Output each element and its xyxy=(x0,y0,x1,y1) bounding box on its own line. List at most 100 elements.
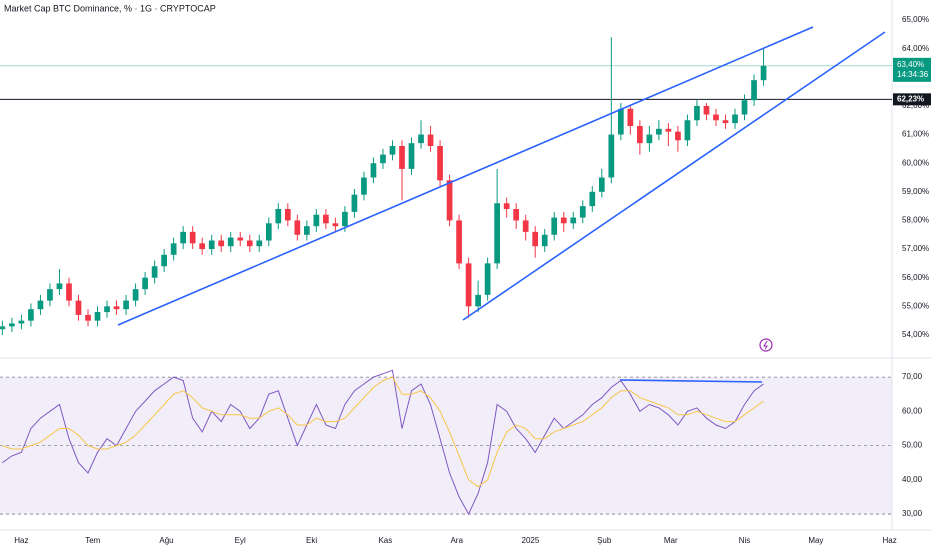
candle-body xyxy=(684,120,691,141)
candle-body xyxy=(627,108,634,126)
candle-body xyxy=(113,306,120,310)
reference-label: 62,23% xyxy=(897,94,924,103)
candle-body xyxy=(142,277,148,290)
x-tick-label: May xyxy=(808,536,823,545)
candle-body xyxy=(227,237,234,247)
candle-body xyxy=(66,283,72,301)
candle-body xyxy=(94,312,101,321)
candle-body xyxy=(18,320,25,324)
candle-body xyxy=(494,203,500,264)
rsi-tick-label: 40,00 xyxy=(902,475,923,484)
x-tick-label: Tem xyxy=(85,536,100,545)
candle-body xyxy=(522,220,529,232)
candle-body xyxy=(180,231,187,244)
candle-body xyxy=(475,294,481,307)
candle-body xyxy=(551,217,558,235)
alert-icon[interactable] xyxy=(759,338,773,352)
candle-body xyxy=(284,208,291,221)
candle-body xyxy=(37,300,44,310)
candle-body xyxy=(484,263,491,295)
candle-body xyxy=(427,134,434,147)
candle-body xyxy=(656,128,662,135)
candle-body xyxy=(294,220,301,235)
rsi-trend-line[interactable] xyxy=(619,379,763,383)
candle-body xyxy=(323,214,329,224)
candle-body xyxy=(313,214,320,227)
candle-body xyxy=(760,65,767,81)
last-price-label: 63,40% xyxy=(897,60,924,69)
candle-body xyxy=(465,263,472,307)
candle-body xyxy=(408,143,415,169)
candle-body xyxy=(399,146,405,169)
candle-body xyxy=(503,203,510,209)
candle-body xyxy=(85,314,91,321)
x-tick-label: Ağu xyxy=(159,536,173,545)
candle-body xyxy=(161,254,167,267)
candle-body xyxy=(751,80,757,101)
candle-body xyxy=(446,180,453,221)
candle-body xyxy=(456,220,462,264)
candle-body xyxy=(541,234,548,247)
candle-body xyxy=(380,154,386,164)
candle-body xyxy=(703,105,710,115)
x-tick-label: Ara xyxy=(450,536,463,545)
candle-body xyxy=(741,100,748,115)
candle-body xyxy=(617,108,624,135)
candle-body xyxy=(579,206,586,218)
rsi-tick-label: 30,00 xyxy=(902,509,923,518)
candle-body xyxy=(275,208,282,224)
x-tick-label: 2025 xyxy=(522,536,540,545)
candle-body xyxy=(361,177,367,195)
y-tick-label: 61,00% xyxy=(902,130,929,139)
candle-body xyxy=(570,217,577,224)
candle-body xyxy=(132,289,139,301)
x-tick-label: Haz xyxy=(14,536,28,545)
x-tick-label: Eki xyxy=(306,536,317,545)
marks-layer xyxy=(0,37,892,516)
candle-body xyxy=(418,134,424,144)
candle-body xyxy=(9,323,15,327)
candle-body xyxy=(303,226,310,235)
rsi-tick-label: 50,00 xyxy=(902,441,923,450)
candle-body xyxy=(637,125,643,144)
candle-body xyxy=(694,105,700,121)
candle-body xyxy=(237,237,244,241)
candle-body xyxy=(370,163,377,178)
x-tick-label: Mar xyxy=(664,536,678,545)
candle-body xyxy=(256,240,263,247)
candle-body xyxy=(151,266,158,278)
y-tick-label: 56,00% xyxy=(902,273,929,282)
candle-body xyxy=(104,306,110,313)
y-tick-label: 64,00% xyxy=(902,44,929,53)
rsi-tick-label: 60,00 xyxy=(902,406,923,415)
y-tick-label: 65,00% xyxy=(902,15,929,24)
rsi-band-layer xyxy=(0,376,892,515)
candle-body xyxy=(246,240,253,247)
candle-body xyxy=(351,194,358,212)
rsi-line xyxy=(2,369,764,516)
candle-body xyxy=(199,243,206,250)
y-tick-label: 57,00% xyxy=(902,244,929,253)
candle-body xyxy=(532,231,539,247)
candle-body xyxy=(0,326,6,330)
label-layer: Haz Tem Ağu Eyl Eki Kas Ara 2025 Şub Mar Nis May Haz… xyxy=(14,15,931,545)
candle-body xyxy=(713,114,719,121)
trend-line[interactable] xyxy=(117,26,814,326)
countdown-label: 14:34:36 xyxy=(897,70,929,79)
candle-body xyxy=(722,120,729,124)
x-tick-label: Nis xyxy=(739,536,751,545)
candle-body xyxy=(123,300,129,310)
x-tick-label: Haz xyxy=(883,536,897,545)
candle-body xyxy=(560,217,567,224)
last-price-box xyxy=(893,57,931,82)
candle-body xyxy=(218,240,225,247)
candle-body xyxy=(47,289,53,301)
candle-body xyxy=(513,208,520,221)
candle-body xyxy=(732,114,738,124)
rsi-tick-label: 70,00 xyxy=(902,372,923,381)
y-tick-label: 58,00% xyxy=(902,216,929,225)
trend-line[interactable] xyxy=(462,31,886,321)
candle-body xyxy=(332,223,339,227)
